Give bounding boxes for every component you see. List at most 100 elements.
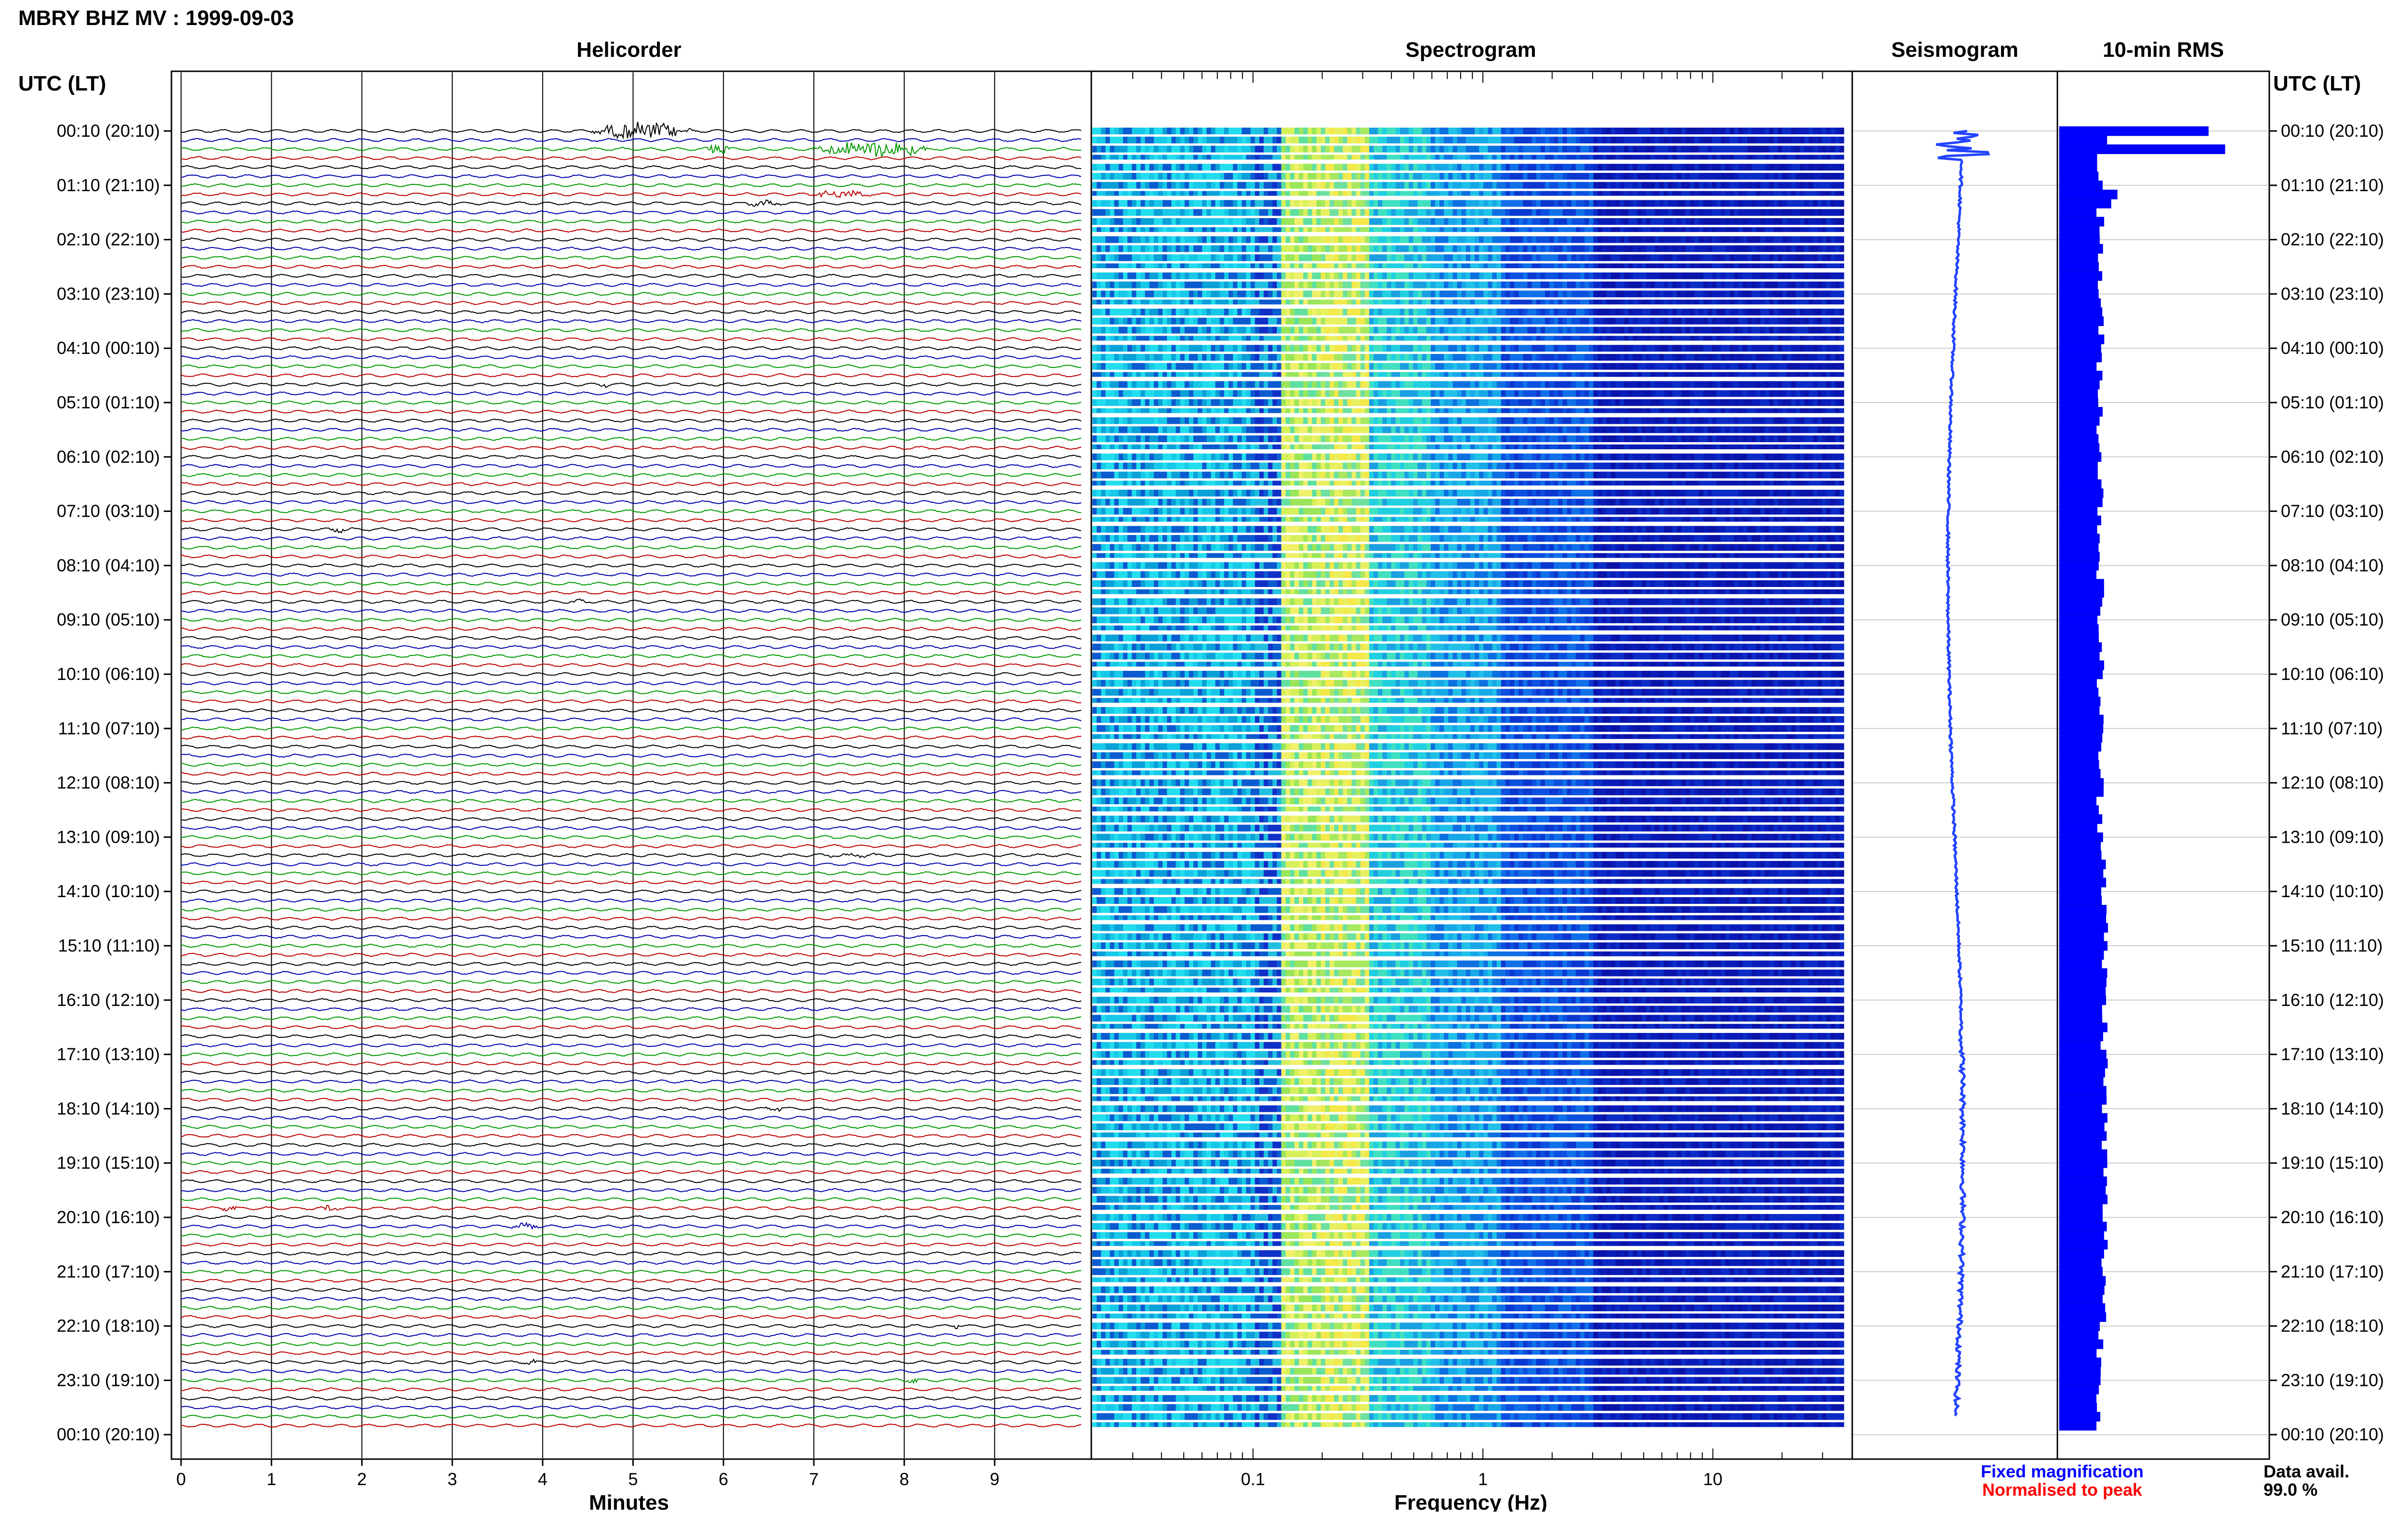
spectrogram-cell (1668, 200, 1673, 207)
spectrogram-cell (1791, 182, 1796, 189)
spectrogram-cell (1255, 146, 1260, 153)
spectrogram-cell (1646, 218, 1651, 225)
spectrogram-cell (1593, 209, 1598, 216)
spectrogram-cell (1756, 146, 1761, 153)
spectrogram-cell (1334, 164, 1339, 170)
spectrogram-cell (1690, 209, 1695, 216)
spectrogram-cell (1760, 146, 1765, 153)
spectrogram-cell (1813, 200, 1818, 207)
spectrogram-cell (1505, 218, 1510, 225)
spectrogram-cell (1189, 128, 1194, 134)
spectrogram-cell (1558, 218, 1563, 225)
spectrogram-cell (1382, 218, 1387, 225)
spectrogram-cell (1462, 164, 1466, 170)
spectrogram-cell (1378, 209, 1383, 216)
spectrogram-cell (1272, 209, 1277, 216)
spectrogram-cell (1756, 218, 1761, 225)
spectrogram-cell (1510, 146, 1515, 153)
spectrogram-cell (1462, 209, 1466, 216)
spectrogram-cell (1317, 173, 1322, 180)
spectrogram-cell (1417, 182, 1422, 189)
spectrogram-cell (1479, 128, 1484, 134)
helicorder-trace-row (181, 1270, 1081, 1273)
spectrogram-cell (1518, 200, 1523, 207)
spectrogram-cell (1237, 218, 1242, 225)
spectrogram-cell (1739, 200, 1743, 207)
spectrogram-cell (1163, 200, 1167, 207)
spectrogram-cell (1528, 146, 1532, 153)
spectrogram-cell (1747, 173, 1752, 180)
spectrogram-cell (1813, 218, 1818, 225)
spectrogram-cell (1444, 200, 1449, 207)
spectrogram-cell (1123, 137, 1128, 144)
spectrogram-cell (1299, 128, 1304, 134)
spectrogram-cell (1448, 128, 1453, 134)
spectrogram-cell (1317, 182, 1322, 189)
spectrogram-cell (1422, 146, 1427, 153)
spectrogram-cell (1501, 128, 1506, 134)
helicorder-trace-row (181, 917, 1081, 920)
spectrogram-cell (1387, 236, 1392, 243)
spectrogram-cell (1708, 200, 1713, 207)
spectrogram-cell (1580, 137, 1585, 144)
spectrogram-cell (1518, 146, 1523, 153)
spectrogram-cell (1703, 146, 1708, 153)
spectrogram-cell (1607, 209, 1611, 216)
spectrogram-cell (1831, 146, 1835, 153)
spectrogram-cell (1475, 164, 1479, 170)
helicorder-trace-row (181, 645, 1081, 649)
helicorder-trace-row (181, 980, 1081, 984)
spectrogram-cell (1673, 137, 1677, 144)
spectrogram-cell (1382, 200, 1387, 207)
spectrogram-cell (1299, 164, 1304, 170)
spectrogram-cell (1536, 236, 1541, 243)
spectrogram-cell (1734, 128, 1739, 134)
spectrogram-cell (1650, 209, 1655, 216)
spectrogram-cell (1277, 182, 1282, 189)
spectrogram-cell (1413, 173, 1418, 180)
spectrogram-cell (1176, 146, 1180, 153)
spectrogram-cell (1189, 164, 1194, 170)
spectrogram-cell (1774, 128, 1779, 134)
spectrogram-cell (1492, 218, 1497, 225)
spectrogram-cell (1417, 200, 1422, 207)
spectrogram-cell (1778, 200, 1783, 207)
spectrogram-cell (1532, 200, 1537, 207)
helicorder-trace-row (181, 582, 1081, 586)
spectrogram-cell (1532, 164, 1537, 170)
spectrogram-cell (1782, 146, 1787, 153)
spectrogram-cell (1110, 209, 1115, 216)
spectrogram-cell (1659, 209, 1664, 216)
spectrogram-cell (1431, 173, 1436, 180)
spectrogram-cell (1774, 146, 1779, 153)
spectrogram-cell (1325, 164, 1330, 170)
spectrogram-cell (1185, 236, 1190, 243)
spectrogram-cell (1110, 173, 1115, 180)
spectrogram-cell (1598, 200, 1603, 207)
spectrogram-cell (1448, 200, 1453, 207)
spectrogram-cell (1668, 128, 1673, 134)
spectrogram-cell (1831, 164, 1835, 170)
spectrogram-cell (1466, 128, 1471, 134)
spectrogram-cell (1457, 182, 1462, 189)
spectrogram-cell (1633, 164, 1638, 170)
spectrogram-cell (1620, 200, 1624, 207)
spectrogram-cell (1664, 173, 1669, 180)
spectrogram-cell (1642, 182, 1647, 189)
spectrogram-cell (1417, 137, 1422, 144)
spectrogram-cell (1721, 173, 1726, 180)
spectrogram-cell (1760, 137, 1765, 144)
spectrogram-cell (1778, 173, 1783, 180)
seismogram-title: Seismogram (1891, 38, 2018, 62)
spectrogram-cell (1409, 236, 1413, 243)
spectrogram-cell (1580, 209, 1585, 216)
spectrogram-cell (1259, 218, 1264, 225)
spectrogram-cell (1470, 128, 1475, 134)
spectrogram-cell (1127, 128, 1132, 134)
spectrogram-cell (1171, 218, 1176, 225)
spectrogram-cell (1620, 173, 1624, 180)
spectrogram-cell (1778, 209, 1783, 216)
spectrogram-cell (1795, 182, 1800, 189)
spectrogram-cell (1167, 164, 1172, 170)
spectrogram-cell (1272, 164, 1277, 170)
